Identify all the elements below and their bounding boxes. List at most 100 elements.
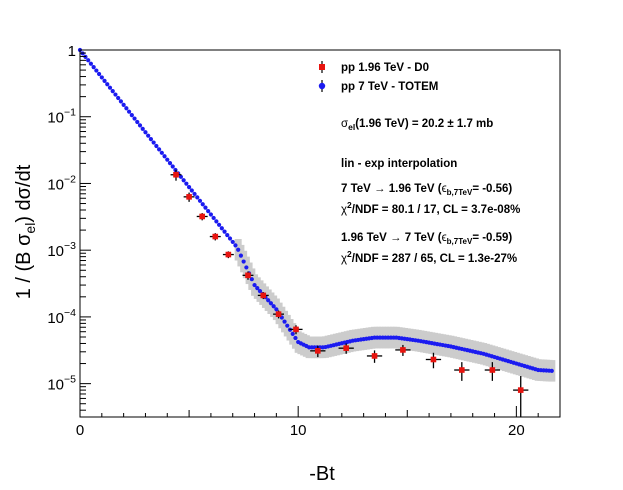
- legend-totem-label: pp 7 TeV - TOTEM: [341, 81, 438, 93]
- totem-point: [268, 301, 274, 306]
- d0-point: [242, 271, 254, 280]
- totem-point: [91, 65, 96, 70]
- d0-point: [310, 345, 326, 358]
- d0-point: [183, 192, 195, 202]
- d0-marker: [186, 194, 192, 200]
- totem-point: [189, 188, 194, 193]
- legend-entry-d0: pp 1.96 TeV - D0: [319, 61, 429, 74]
- legend-d0-marker: [319, 64, 325, 70]
- totem-series: [77, 47, 554, 373]
- totem-point: [244, 265, 249, 270]
- d0-point: [209, 233, 221, 241]
- totem-point: [126, 109, 132, 114]
- d0-marker: [212, 233, 219, 240]
- legend-entry-totem: pp 7 TeV - TOTEM: [318, 80, 438, 93]
- totem-point: [211, 215, 216, 221]
- d0-marker: [400, 347, 406, 353]
- totem-point: [110, 89, 115, 94]
- d0-point: [257, 292, 269, 300]
- annotation-chi2-first: χ2/NDF = 80.1 / 17, CL = 3.7e-08%: [341, 200, 520, 216]
- y-axis-title: 1 / (B σel) dσ/dt: [13, 164, 38, 299]
- totem-point: [255, 286, 260, 291]
- d0-point: [425, 352, 442, 369]
- totem-point: [238, 253, 244, 258]
- d0-marker: [489, 367, 496, 373]
- totem-point: [156, 147, 162, 152]
- d0-point: [513, 376, 529, 417]
- d0-marker: [225, 251, 232, 258]
- x-tick-label: 0: [76, 422, 84, 439]
- d0-point: [366, 350, 383, 363]
- totem-point: [236, 247, 241, 252]
- d0-marker: [275, 311, 282, 317]
- legend: pp 1.96 TeV - D0 pp 7 TeV - TOTEM: [318, 61, 438, 93]
- annotations: σel(1.96 TeV) = 20.2 ± 1.7 mb lin - exp …: [341, 118, 520, 265]
- totem-point: [282, 319, 287, 324]
- d0-marker: [245, 272, 251, 279]
- totem-point: [203, 205, 208, 210]
- d0-marker: [430, 356, 437, 363]
- d0-point: [170, 169, 182, 181]
- totem-point: [105, 82, 110, 87]
- totem-point: [151, 140, 156, 145]
- totem-point: [165, 157, 170, 162]
- totem-point: [143, 130, 148, 135]
- totem-point: [94, 68, 99, 73]
- totem-point: [88, 61, 94, 66]
- d0-marker: [517, 387, 524, 393]
- x-axis-ticks: 0 10 20: [76, 406, 561, 439]
- totem-point: [216, 222, 222, 227]
- annotation-196-to-7: 1.96 TeV → 7 TeV (ϵb,7TeV= -0.59): [341, 232, 512, 246]
- totem-point: [137, 123, 143, 128]
- totem-point: [135, 119, 140, 125]
- totem-point: [121, 102, 126, 107]
- d0-marker: [173, 171, 179, 178]
- totem-point: [252, 282, 257, 288]
- d0-point: [222, 251, 234, 259]
- totem-point: [290, 331, 295, 336]
- d0-point: [395, 344, 411, 356]
- totem-point: [181, 178, 186, 183]
- legend-totem-marker: [318, 82, 326, 90]
- d0-point: [454, 362, 470, 381]
- totem-point: [96, 71, 102, 77]
- totem-point: [162, 154, 167, 159]
- totem-point: [140, 126, 145, 131]
- d0-marker: [293, 326, 299, 333]
- annotation-cross-section: σel(1.96 TeV) = 20.2 ± 1.7 mb: [341, 118, 493, 132]
- d0-marker: [343, 345, 349, 351]
- totem-point: [154, 143, 159, 149]
- legend-d0-label: pp 1.96 TeV - D0: [341, 62, 429, 74]
- d0-point: [338, 343, 354, 354]
- totem-point: [285, 323, 290, 328]
- d0-point: [196, 213, 208, 221]
- x-tick-label: 10: [290, 422, 307, 439]
- totem-point: [184, 181, 189, 186]
- totem-point: [132, 116, 137, 121]
- d0-marker: [459, 367, 465, 373]
- y-tick-label: 10−3: [47, 240, 76, 260]
- totem-point: [124, 106, 129, 111]
- d0-marker: [199, 213, 205, 220]
- totem-point: [200, 202, 205, 207]
- totem-point: [293, 335, 298, 341]
- totem-point: [241, 259, 246, 264]
- totem-point: [208, 212, 214, 217]
- totem-point: [146, 133, 151, 138]
- totem-point: [113, 92, 118, 97]
- totem-point: [225, 232, 230, 238]
- y-tick-label: 1: [68, 43, 76, 60]
- y-tick-label: 10−1: [47, 107, 76, 127]
- totem-point: [197, 198, 203, 203]
- totem-point: [118, 99, 124, 104]
- d0-point: [484, 362, 500, 381]
- totem-point: [99, 75, 104, 80]
- totem-point: [129, 113, 134, 118]
- totem-point: [178, 174, 184, 179]
- totem-point: [159, 150, 164, 155]
- totem-point: [227, 236, 233, 241]
- d0-marker: [315, 348, 321, 354]
- totem-point: [195, 195, 200, 200]
- totem-point: [549, 368, 554, 373]
